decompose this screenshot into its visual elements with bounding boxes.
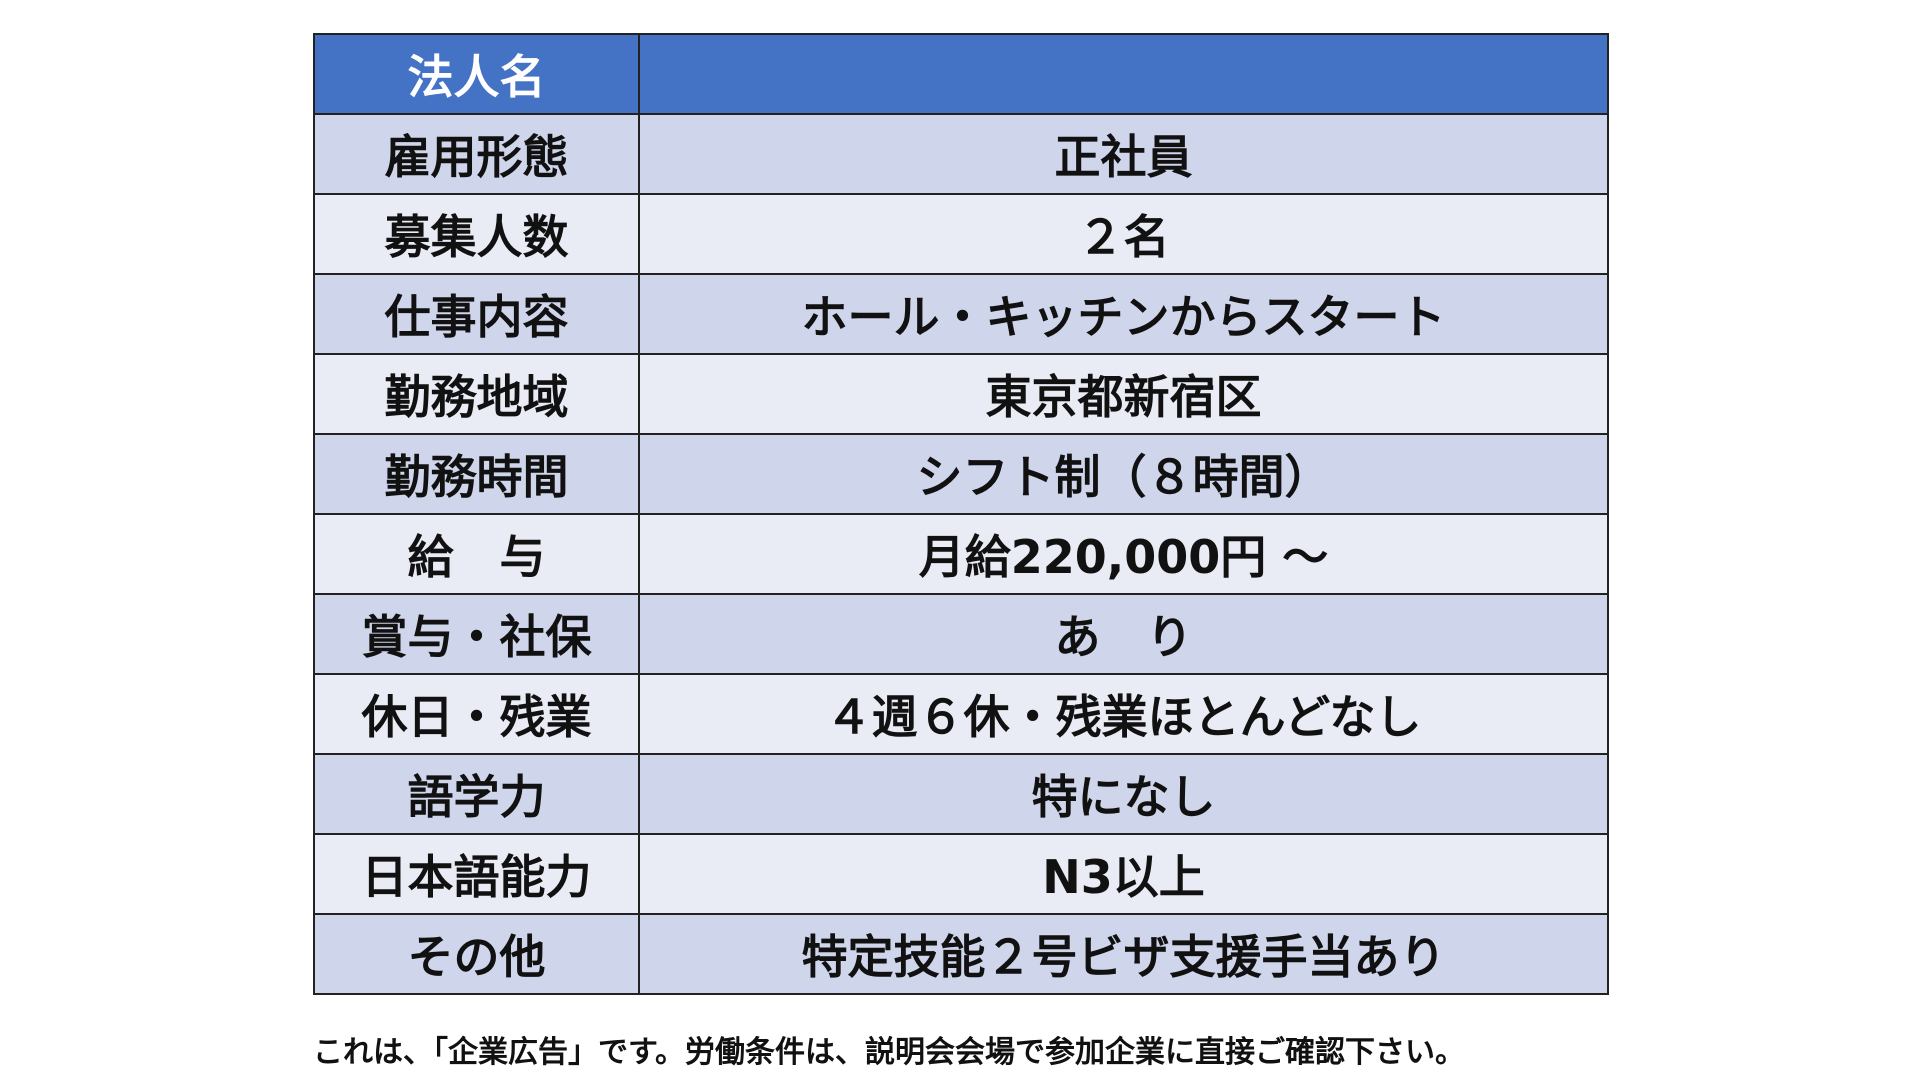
row-value: 特定技能２号ビザ支援手当あり: [638, 913, 1609, 995]
row-label: 勤務時間: [313, 433, 640, 515]
row-label: 休日・残業: [313, 673, 640, 755]
table-header-row: 法人名: [313, 33, 1609, 115]
row-value: シフト制（８時間）: [638, 433, 1609, 515]
table-row: 日本語能力 N3以上: [313, 833, 1609, 915]
row-label: 雇用形態: [313, 113, 640, 195]
table-row: 仕事内容 ホール・キッチンからスタート: [313, 273, 1609, 355]
table-row: その他 特定技能２号ビザ支援手当あり: [313, 913, 1609, 995]
table-row: 雇用形態 正社員: [313, 113, 1609, 195]
row-label: 賞与・社保: [313, 593, 640, 675]
table-row: 募集人数 ２名: [313, 193, 1609, 275]
row-label: 募集人数: [313, 193, 640, 275]
footer-note: これは、「企業広告」です。労働条件は、説明会会場で参加企業に直接ご確認下さい。: [313, 1035, 1465, 1070]
table-row: 語学力 特になし: [313, 753, 1609, 835]
row-value: 月給220,000円 ～: [638, 513, 1609, 595]
table-row: 賞与・社保あ り: [313, 593, 1609, 675]
header-label: 法人名: [313, 33, 640, 115]
row-value: 東京都新宿区: [638, 353, 1609, 435]
table-row: 勤務時間 シフト制（８時間）: [313, 433, 1609, 515]
header-value: [638, 33, 1609, 115]
row-label: 語学力: [313, 753, 640, 835]
table-row: 休日・残業 ４週６休・残業ほとんどなし: [313, 673, 1609, 755]
table-body: 雇用形態 正社員 募集人数 ２名 仕事内容 ホール・キッチンからスタート 勤務地域 東京都新宿…: [313, 113, 1609, 995]
job-info-table: 法人名 雇用形態 正社員 募集人数 ２名 仕事内容 ホール・キッチンからスタート 勤務地域東…: [313, 33, 1609, 995]
row-label: 給 与: [313, 513, 640, 595]
row-label: 日本語能力: [313, 833, 640, 915]
row-value: 正社員: [638, 113, 1609, 195]
row-value: N3以上: [638, 833, 1609, 915]
row-value: ホール・キッチンからスタート: [638, 273, 1609, 355]
row-label: その他: [313, 913, 640, 995]
table-row: 給 与月給220,000円 ～: [313, 513, 1609, 595]
row-label: 仕事内容: [313, 273, 640, 355]
row-value: あ り: [638, 593, 1609, 675]
row-value: ２名: [638, 193, 1609, 275]
table-row: 勤務地域 東京都新宿区: [313, 353, 1609, 435]
row-label: 勤務地域: [313, 353, 640, 435]
row-value: 特になし: [638, 753, 1609, 835]
row-value: ４週６休・残業ほとんどなし: [638, 673, 1609, 755]
